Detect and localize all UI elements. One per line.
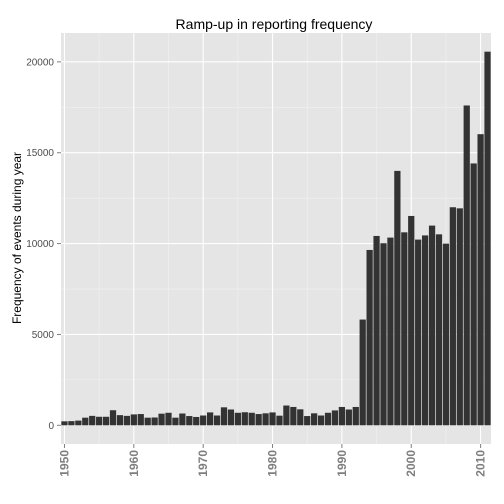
bar-1993 xyxy=(359,319,366,426)
bars xyxy=(61,51,491,426)
bar-1960 xyxy=(130,414,137,426)
y-tick-label: 20000 xyxy=(26,57,54,68)
bar-1956 xyxy=(102,416,110,426)
bar-2008 xyxy=(463,105,470,426)
bar-2011 xyxy=(484,51,491,426)
bar-1989 xyxy=(331,410,339,426)
x-tick-label: 1980 xyxy=(266,450,280,477)
bar-1985 xyxy=(304,416,311,426)
bar-2006 xyxy=(449,207,456,426)
bar-1966 xyxy=(172,417,179,426)
bar-2003 xyxy=(428,225,436,426)
x-tick-label: 2010 xyxy=(474,450,488,477)
bar-2005 xyxy=(442,243,450,426)
bar-2007 xyxy=(456,208,463,426)
y-axis: 0 5000 10000 15000 20000 xyxy=(26,57,61,432)
bar-1957 xyxy=(109,410,117,426)
bar-1978 xyxy=(255,414,262,426)
bar-1987 xyxy=(317,415,325,426)
bar-1983 xyxy=(290,406,297,426)
bar-1988 xyxy=(324,412,332,426)
bar-1968 xyxy=(186,416,193,426)
bar-2001 xyxy=(415,239,422,426)
bar-1991 xyxy=(345,409,352,426)
bar-1950 xyxy=(61,421,68,426)
x-tick-label: 1970 xyxy=(196,450,210,477)
y-tick-label: 10000 xyxy=(26,239,54,250)
y-axis-label: Frequency of events during year xyxy=(10,152,24,324)
bar-1976 xyxy=(241,412,248,426)
bar-1979 xyxy=(262,413,269,426)
x-tick-label: 1990 xyxy=(335,450,349,477)
bar-1963 xyxy=(151,417,158,426)
y-tick-label: 5000 xyxy=(32,330,55,341)
y-tick-label: 15000 xyxy=(26,148,54,159)
bar-1971 xyxy=(206,412,214,426)
bar-1980 xyxy=(269,412,276,426)
bar-1958 xyxy=(116,415,124,426)
bar-1961 xyxy=(137,414,144,426)
bar-1953 xyxy=(82,417,89,426)
bar-1974 xyxy=(227,409,235,426)
bar-2010 xyxy=(477,134,484,426)
bar-1990 xyxy=(338,406,346,426)
bar-1952 xyxy=(75,420,82,426)
bar-1955 xyxy=(96,416,103,426)
bar-1973 xyxy=(220,407,228,426)
x-tick-label: 1960 xyxy=(127,450,141,477)
bar-1967 xyxy=(179,413,186,426)
bar-1994 xyxy=(366,249,373,426)
bar-1951 xyxy=(68,421,75,426)
y-tick-label: 0 xyxy=(48,421,54,432)
bar-2004 xyxy=(435,234,443,426)
bar-1981 xyxy=(276,415,283,426)
bar-1975 xyxy=(234,412,241,426)
bar-1970 xyxy=(200,415,207,426)
bar-1995 xyxy=(373,235,380,426)
bar-1997 xyxy=(387,237,394,426)
bar-2009 xyxy=(470,163,477,426)
x-tick-label: 1950 xyxy=(57,450,71,477)
bar-1992 xyxy=(352,406,359,426)
bar-1954 xyxy=(89,415,96,426)
bar-1972 xyxy=(213,415,221,426)
bar-1999 xyxy=(401,232,408,426)
bar-1996 xyxy=(380,243,387,426)
bar-1969 xyxy=(193,416,200,426)
bar-2000 xyxy=(408,215,415,426)
bar-1962 xyxy=(144,417,151,426)
bar-1982 xyxy=(283,405,290,426)
chart-title: Ramp-up in reporting frequency xyxy=(176,16,373,32)
bar-1977 xyxy=(248,412,255,426)
bar-1964 xyxy=(158,413,165,426)
x-tick-label: 2000 xyxy=(404,450,418,477)
bar-1986 xyxy=(311,413,318,426)
bar-1984 xyxy=(297,409,304,426)
bar-1959 xyxy=(123,415,131,426)
bar-1998 xyxy=(394,170,401,426)
bar-1965 xyxy=(165,412,172,426)
x-axis: 1950 1960 1970 1980 1990 2000 2010 xyxy=(57,444,488,477)
bar-2002 xyxy=(421,235,429,426)
